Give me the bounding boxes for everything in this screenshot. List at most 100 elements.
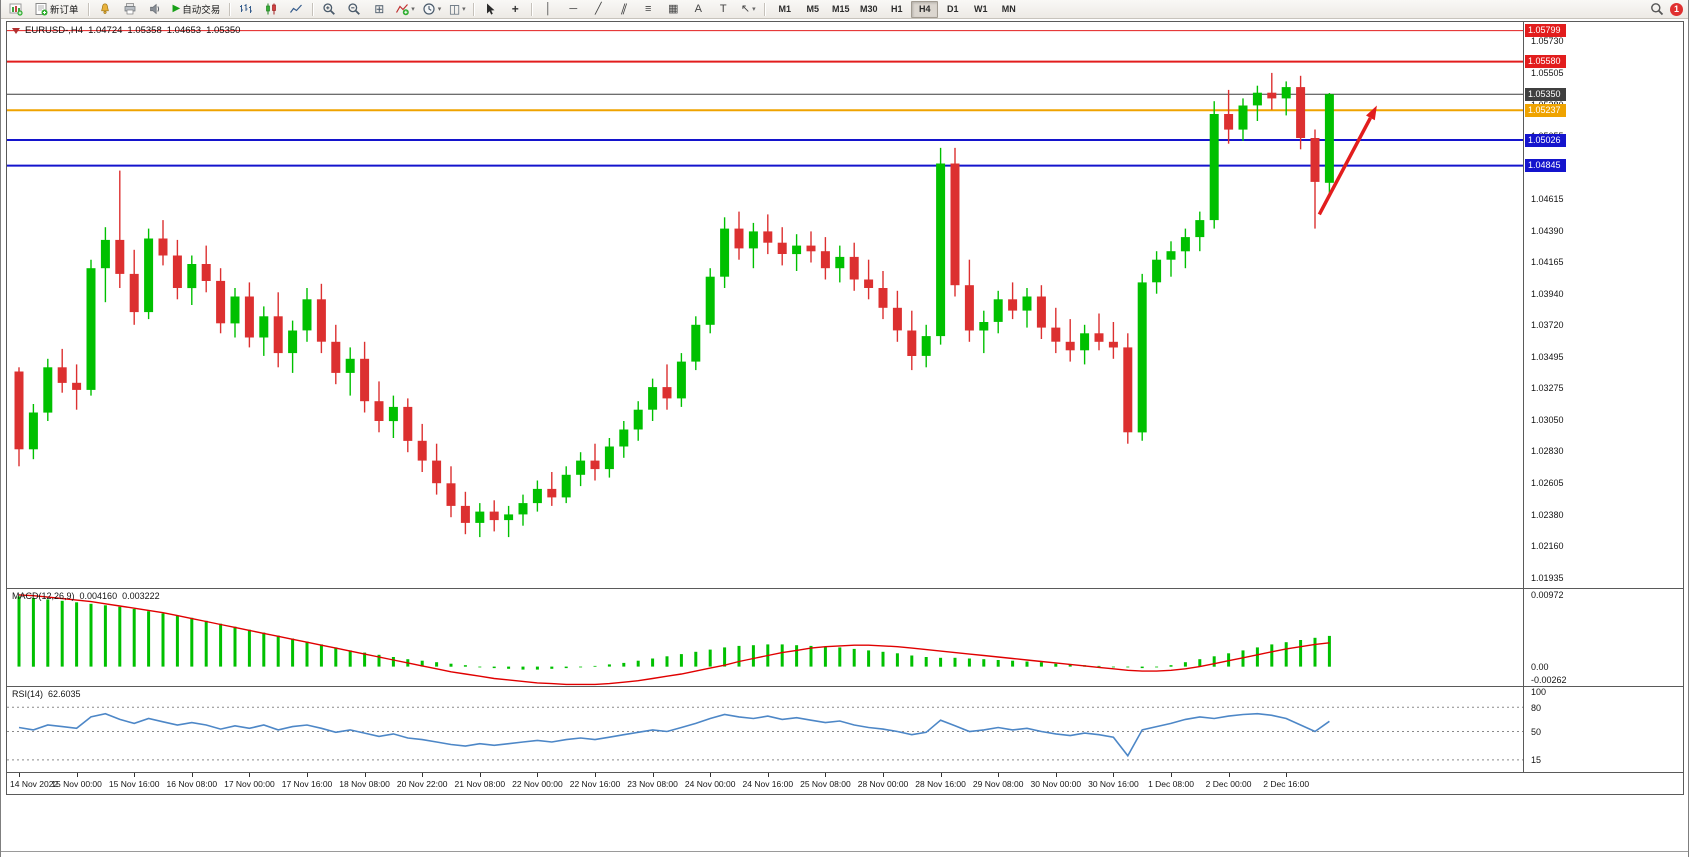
vertical-line-button[interactable]: │ bbox=[536, 0, 560, 18]
time-axis[interactable]: 14 Nov 2022 15 Nov 00:00 15 Nov 16:00 16 No… bbox=[7, 773, 1523, 794]
time-tick bbox=[191, 773, 193, 777]
timeframe-button-mn[interactable]: MN bbox=[1001, 4, 1016, 14]
channel-icon: ∥ bbox=[618, 2, 629, 15]
new-chart-button[interactable] bbox=[4, 0, 28, 18]
horizontal-line-icon: ─ bbox=[569, 2, 578, 15]
sound-button[interactable] bbox=[143, 0, 167, 18]
time-tick bbox=[652, 773, 654, 777]
price-tick-label: 1.02830 bbox=[1531, 446, 1564, 457]
time-tick bbox=[1228, 773, 1230, 777]
new-order-label: 新订单 bbox=[50, 5, 79, 16]
price-tick-label: 1.02605 bbox=[1531, 478, 1564, 489]
search-button[interactable] bbox=[1645, 0, 1669, 18]
chevron-down-icon: ▾ bbox=[752, 5, 756, 13]
line-chart-mode-button[interactable] bbox=[284, 0, 308, 18]
chart-area: EURUSD-,H4 1.04724 1.05358 1.04653 1.053… bbox=[6, 21, 1684, 795]
timeframe-button-w1[interactable]: W1 bbox=[974, 4, 988, 14]
rsi-panel-divider[interactable] bbox=[7, 686, 1683, 687]
rsi-label: RSI(14) 62.6035 bbox=[12, 689, 81, 699]
bell-icon bbox=[100, 3, 109, 14]
toolbar-separator bbox=[531, 2, 533, 16]
macd-axis-label: 0.00 bbox=[1531, 662, 1549, 673]
chart-title: EURUSD-,H4 1.04724 1.05358 1.04653 1.053… bbox=[12, 25, 240, 36]
rsi-axis-label: 100 bbox=[1531, 686, 1547, 697]
symbol-period-label: EURUSD-,H4 bbox=[25, 25, 84, 36]
cursor-button[interactable] bbox=[478, 0, 502, 18]
text-label-button[interactable]: T bbox=[711, 0, 735, 18]
horizontal-line-button[interactable]: ─ bbox=[561, 0, 585, 18]
macd-histogram bbox=[17, 596, 1331, 670]
chevron-down-icon: ▾ bbox=[462, 5, 466, 13]
price-tick-label: 1.04165 bbox=[1531, 257, 1564, 268]
clock-icon bbox=[423, 3, 435, 15]
fibonacci-button[interactable]: ≡ bbox=[636, 0, 660, 18]
timeframe-button-m1[interactable]: M1 bbox=[778, 4, 792, 14]
timeframe-button-m15[interactable]: M15 bbox=[832, 4, 850, 14]
channel-button[interactable]: ∥ bbox=[611, 0, 635, 18]
time-tick bbox=[134, 773, 136, 777]
time-label: 30 Nov 00:00 bbox=[1030, 779, 1082, 789]
new-chart-icon bbox=[9, 3, 23, 16]
time-label: 20 Nov 22:00 bbox=[396, 779, 448, 789]
shapes-button[interactable]: ▦ bbox=[661, 0, 685, 18]
bar-chart-mode-button[interactable] bbox=[234, 0, 258, 18]
price-plot[interactable] bbox=[7, 22, 1523, 588]
autotrading-button[interactable]: ▶ 自动交易 bbox=[168, 0, 226, 18]
notification-badge[interactable]: 1 bbox=[1670, 2, 1683, 16]
time-tick bbox=[19, 773, 20, 777]
shapes-icon: ▦ bbox=[668, 2, 679, 15]
time-tick bbox=[479, 773, 481, 777]
rsi-plot[interactable] bbox=[7, 687, 1523, 772]
trend-line-icon: ╱ bbox=[594, 2, 602, 15]
timeframe-button-h4[interactable]: H4 bbox=[911, 0, 939, 18]
price-tick-label: 1.03495 bbox=[1531, 352, 1564, 363]
print-button[interactable] bbox=[118, 0, 142, 18]
crosshair-button[interactable]: + bbox=[503, 0, 527, 18]
price-badge-1.05799: 1.05799 bbox=[1525, 24, 1566, 38]
symbol-marker-icon bbox=[12, 27, 20, 34]
time-tick bbox=[76, 773, 78, 777]
macd-plot[interactable] bbox=[7, 589, 1523, 686]
price-tick-label: 1.03050 bbox=[1531, 415, 1564, 426]
text-label-icon: T bbox=[719, 2, 727, 15]
periods-button[interactable]: ▾ bbox=[419, 0, 445, 18]
new-order-button[interactable]: 新订单 bbox=[29, 0, 84, 18]
text-button[interactable]: A bbox=[686, 0, 710, 18]
indicators-button[interactable]: ▾ bbox=[392, 0, 418, 18]
timeframe-group: M1 M5 M15 M30 H1 H4 D1 W1 MN bbox=[771, 0, 1022, 18]
timeframe-button-d1[interactable]: D1 bbox=[947, 4, 959, 14]
trend-line-button[interactable]: ╱ bbox=[586, 0, 610, 18]
time-label: 18 Nov 08:00 bbox=[339, 779, 390, 789]
time-tick bbox=[1286, 773, 1288, 777]
trend-arrow-annotation[interactable] bbox=[1317, 105, 1377, 216]
price-axis[interactable]: 1.057301.055051.052801.050551.048301.046… bbox=[1524, 22, 1682, 773]
macd-value: 0.004160 bbox=[79, 591, 118, 601]
macd-signal-value: 0.003222 bbox=[122, 591, 160, 601]
macd-panel-divider[interactable] bbox=[7, 588, 1683, 589]
price-badge-1.05026: 1.05026 bbox=[1525, 133, 1566, 147]
timeframe-button-m30[interactable]: M30 bbox=[860, 4, 878, 14]
time-tick bbox=[767, 773, 769, 777]
timeframe-button-h1[interactable]: H1 bbox=[891, 4, 903, 14]
time-label: 28 Nov 00:00 bbox=[857, 779, 909, 789]
time-tick bbox=[940, 773, 942, 777]
zoom-in-button[interactable] bbox=[317, 0, 341, 18]
autotrading-label: 自动交易 bbox=[182, 5, 221, 16]
main-toolbar: 新订单 ▶ 自动交易 bbox=[1, 0, 1688, 19]
tile-windows-button[interactable]: ⊞ bbox=[367, 0, 391, 18]
toolbar-separator bbox=[87, 2, 89, 16]
price-tick-label: 1.03720 bbox=[1531, 320, 1564, 331]
alert-button[interactable] bbox=[93, 0, 117, 18]
candlestick-mode-button[interactable] bbox=[259, 0, 283, 18]
time-label: 15 Nov 16:00 bbox=[108, 779, 160, 789]
timeframe-button-m5[interactable]: M5 bbox=[806, 4, 820, 14]
templates-button[interactable]: ◫ ▾ bbox=[445, 0, 469, 18]
time-label: 15 Nov 00:00 bbox=[51, 779, 102, 789]
zoom-out-button[interactable] bbox=[342, 0, 366, 18]
time-tick bbox=[422, 773, 424, 777]
arrow-tools-button[interactable]: ↖ ▾ bbox=[736, 0, 760, 18]
zoom-out-icon bbox=[348, 3, 361, 15]
candles bbox=[14, 72, 1334, 538]
candlestick-icon bbox=[266, 3, 277, 15]
